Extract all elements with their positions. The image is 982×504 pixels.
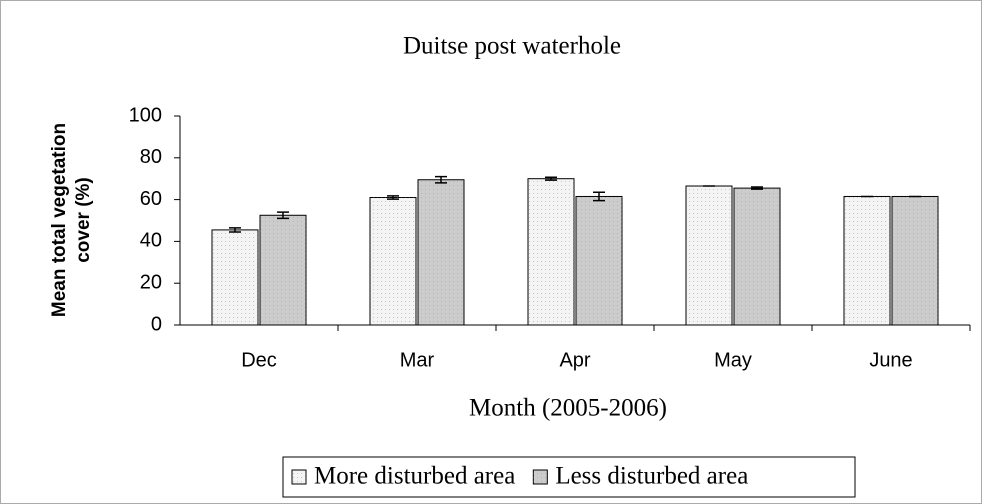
chart-title: Duitse post waterhole	[403, 33, 621, 60]
error-bar	[593, 191, 605, 202]
legend-swatch-texture	[292, 470, 306, 484]
bar-texture	[370, 197, 416, 325]
y-tick-label: 80	[140, 146, 162, 168]
bar-texture	[528, 178, 574, 325]
y-tick-label: 0	[151, 313, 162, 335]
x-tick-label: Apr	[559, 349, 590, 371]
legend-label: More disturbed area	[314, 463, 515, 490]
bar-texture	[734, 188, 780, 325]
legend	[282, 456, 856, 498]
error-bar	[387, 195, 399, 200]
legend-label: Less disturbed area	[555, 463, 748, 490]
x-tick-label: June	[869, 349, 912, 371]
bar-texture	[576, 196, 622, 325]
bar-texture	[212, 229, 258, 325]
error-bar	[751, 186, 763, 190]
y-tick-label: 100	[129, 104, 162, 126]
x-axis-label: Month (2005-2006)	[469, 395, 667, 422]
y-tick-label: 40	[140, 230, 162, 252]
error-bar	[435, 175, 447, 184]
bar-texture	[844, 196, 890, 325]
legend-swatch-texture	[533, 470, 548, 484]
x-tick-label: Dec	[241, 349, 277, 371]
error-bar	[277, 211, 289, 220]
y-tick-label: 20	[140, 271, 162, 293]
bar-texture	[260, 215, 306, 325]
y-tick-label: 60	[140, 188, 162, 210]
bar-texture	[418, 179, 464, 325]
bar-texture	[892, 196, 938, 325]
error-bar	[545, 176, 557, 181]
x-tick-label: May	[714, 349, 752, 371]
bar-texture	[686, 186, 732, 325]
y-axis-label: cover (%)	[73, 177, 94, 263]
x-tick-label: Mar	[400, 349, 435, 371]
error-bar	[229, 227, 241, 233]
y-axis-label: Mean total vegetation	[49, 123, 70, 317]
